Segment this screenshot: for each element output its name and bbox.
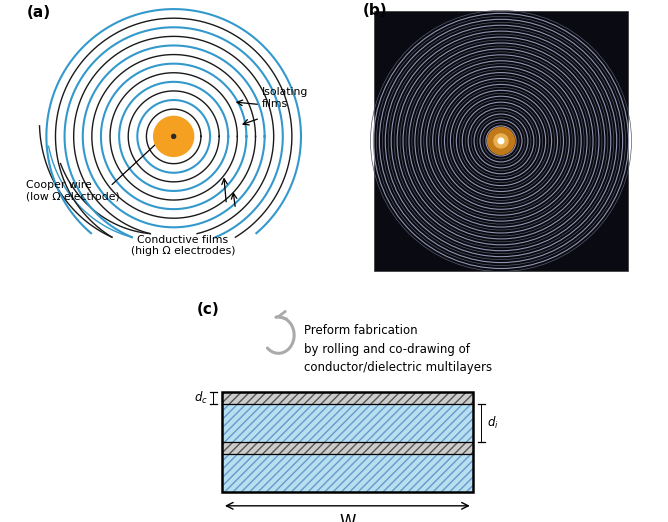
Circle shape <box>172 134 176 138</box>
Text: (c): (c) <box>197 302 220 317</box>
Text: $d_c$: $d_c$ <box>194 390 208 406</box>
Bar <box>222 392 473 404</box>
Bar <box>222 454 473 492</box>
Bar <box>222 442 473 454</box>
Text: Cooper wire
(low Ω electrode): Cooper wire (low Ω electrode) <box>26 180 120 201</box>
Bar <box>222 392 473 492</box>
Text: (b): (b) <box>363 3 387 18</box>
Text: Isolating
films: Isolating films <box>262 87 308 109</box>
Bar <box>222 392 473 404</box>
Bar <box>222 404 473 442</box>
Text: Conductive films
(high Ω electrodes): Conductive films (high Ω electrodes) <box>130 234 235 256</box>
Text: Preform fabrication
by rolling and co-drawing of
conductor/dielectric multilayer: Preform fabrication by rolling and co-dr… <box>303 324 492 374</box>
Text: (a): (a) <box>26 5 51 19</box>
Circle shape <box>154 116 194 157</box>
Bar <box>222 404 473 442</box>
Circle shape <box>498 138 504 144</box>
Circle shape <box>488 127 514 155</box>
Text: W: W <box>339 513 355 522</box>
Circle shape <box>494 134 508 148</box>
Text: $d_i$: $d_i$ <box>487 415 499 431</box>
Bar <box>222 454 473 492</box>
Bar <box>222 442 473 454</box>
